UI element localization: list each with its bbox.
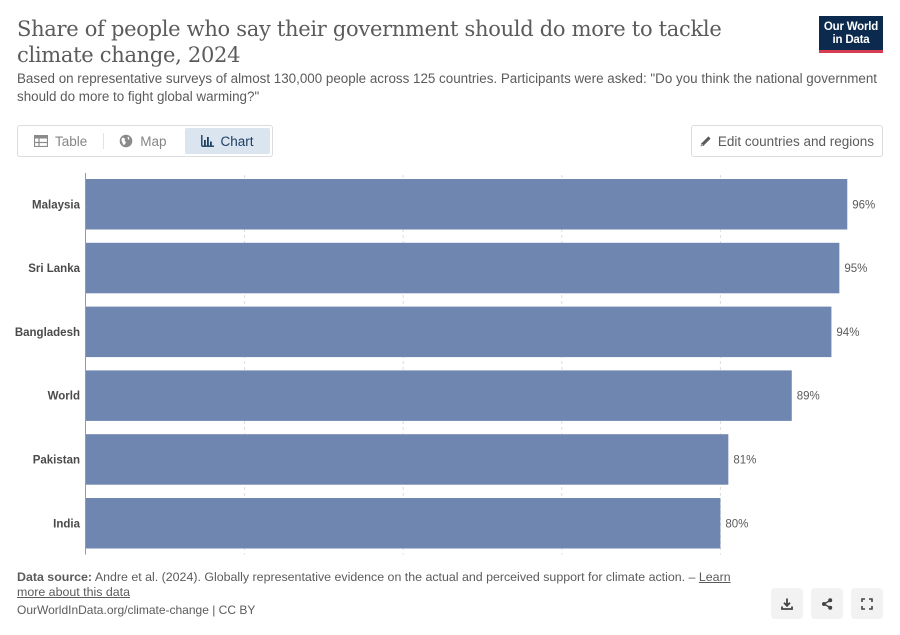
- bar-bangladesh: [86, 306, 832, 358]
- bar-pakistan: [86, 434, 729, 485]
- table-icon: [34, 135, 48, 147]
- bar-india: [86, 498, 721, 549]
- source-text: Andre et al. (2024). Globally representa…: [94, 570, 696, 584]
- globe-icon: [119, 134, 133, 148]
- category-label: Pakistan: [33, 454, 80, 466]
- category-label: Malaysia: [32, 199, 81, 211]
- source-url[interactable]: OurWorldInData.org/climate-change | CC B…: [17, 603, 256, 617]
- category-label: Bangladesh: [15, 327, 80, 339]
- chart-footer: Data source: Andre et al. (2024). Global…: [17, 570, 757, 618]
- bar-malaysia: [86, 179, 848, 230]
- logo-line-2: in Data: [832, 33, 870, 46]
- chart-subtitle: Based on representative surveys of almos…: [17, 71, 878, 104]
- tab-map[interactable]: Map: [103, 126, 182, 156]
- value-label: 95%: [844, 263, 867, 275]
- tab-map-label: Map: [140, 133, 167, 149]
- chart-title: Share of people who say their government…: [17, 17, 722, 67]
- data-source: Data source: Andre et al. (2024). Global…: [17, 570, 757, 599]
- logo-line-1: Our World: [823, 21, 879, 33]
- value-label: 81%: [733, 454, 756, 466]
- category-label: World: [48, 391, 80, 403]
- chart-icon: [200, 135, 214, 147]
- owid-logo[interactable]: Our World in Data: [819, 16, 883, 53]
- tab-table[interactable]: Table: [18, 126, 103, 156]
- bar-sri-lanka: [86, 242, 840, 294]
- category-label: India: [53, 518, 80, 530]
- bar-world: [86, 370, 792, 421]
- learn-more-link[interactable]: Learn more about this data: [17, 570, 731, 599]
- bar-chart: Malaysia 96% Sri Lanka 95% Bangladesh 94% Worl…: [15, 173, 875, 555]
- value-label: 94%: [836, 327, 859, 339]
- view-tabs: Table Map Chart: [17, 125, 273, 157]
- value-label: 96%: [852, 199, 875, 211]
- value-label: 89%: [797, 391, 820, 403]
- download-icon: [781, 598, 793, 610]
- pencil-icon: [700, 136, 711, 147]
- edit-countries-label: Edit countries and regions: [717, 133, 874, 149]
- source-label: Data source:: [17, 570, 93, 584]
- value-label: 80%: [725, 518, 748, 530]
- share-icon: [822, 597, 833, 610]
- category-label: Sri Lanka: [28, 263, 80, 275]
- download-button[interactable]: [771, 588, 803, 619]
- fullscreen-icon: [861, 597, 873, 610]
- tab-chart-label: Chart: [220, 133, 254, 149]
- tab-table-label: Table: [55, 133, 88, 149]
- edit-countries-button[interactable]: Edit countries and regions: [690, 125, 883, 157]
- fullscreen-button[interactable]: [851, 588, 883, 619]
- tab-chart[interactable]: Chart: [184, 128, 270, 154]
- share-button[interactable]: [811, 588, 843, 619]
- action-buttons: [771, 588, 883, 619]
